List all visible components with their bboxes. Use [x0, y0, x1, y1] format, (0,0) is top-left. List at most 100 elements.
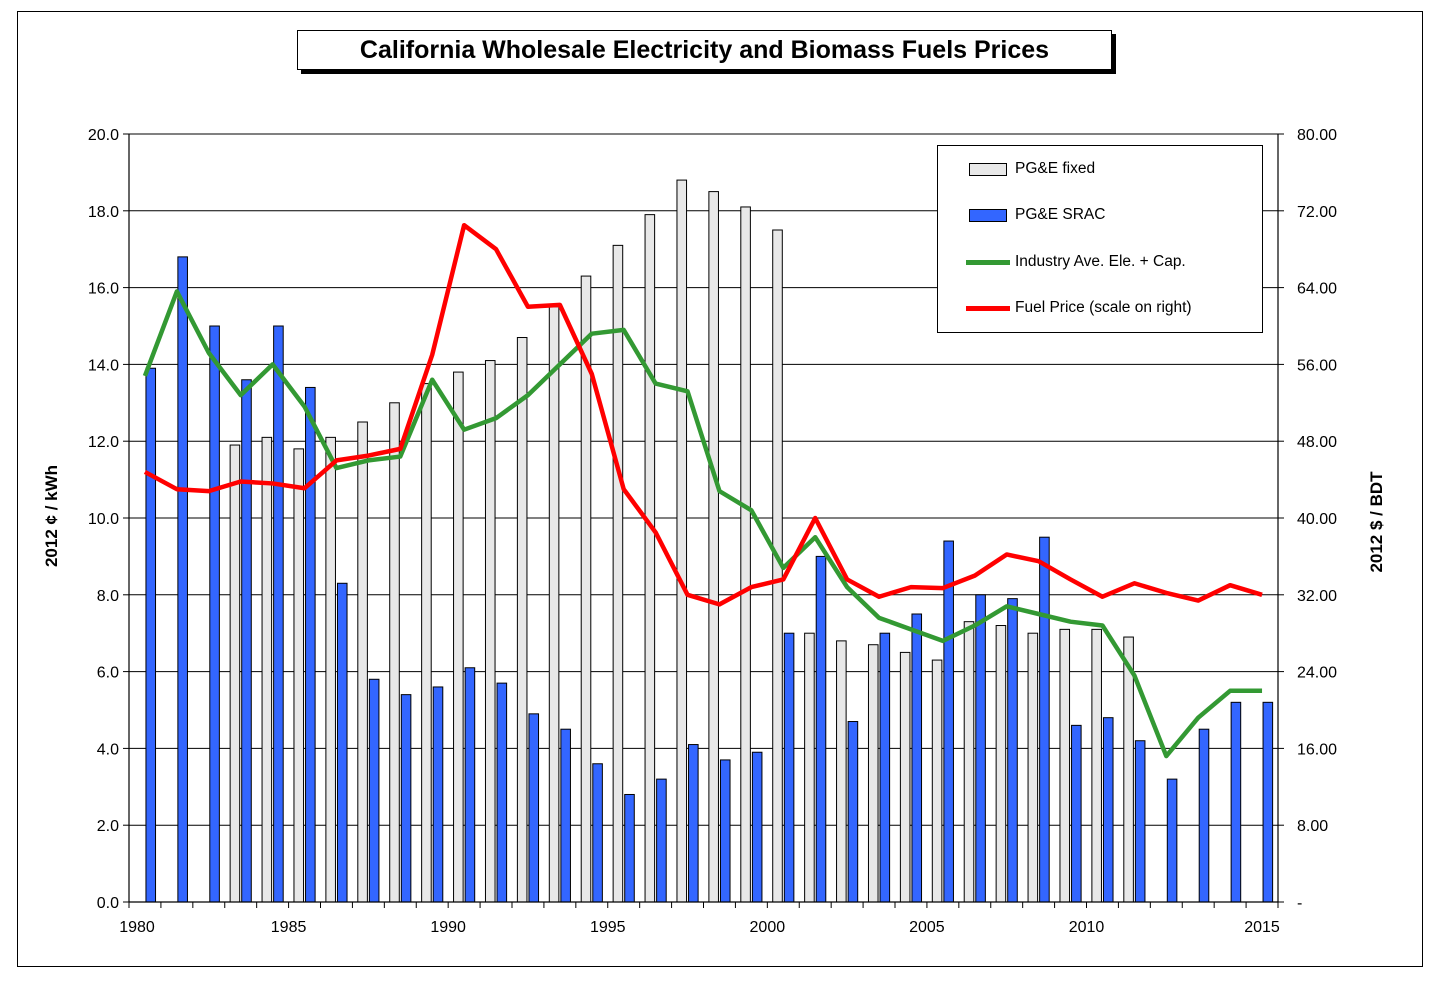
- line-fuel-price: [143, 222, 1263, 607]
- bar-pge-srac: [1198, 728, 1210, 903]
- y-tick-label-left: 16.0: [88, 281, 119, 298]
- bar-pge-srac: [177, 256, 188, 903]
- y-tick-label-left: 12.0: [88, 434, 119, 451]
- bar-pge-fixed: [804, 632, 815, 903]
- line-industry-ave: [142, 289, 1263, 759]
- bar-pge-fixed: [1059, 628, 1071, 903]
- bar-pge-srac: [943, 540, 954, 903]
- x-tick-label: 1985: [271, 919, 307, 936]
- legend-item-pge-fixed: PG&E fixed: [938, 157, 1262, 181]
- x-tick-label: 1990: [430, 919, 466, 936]
- bar-pge-fixed: [453, 371, 464, 903]
- legend-item-pge-srac: PG&E SRAC: [938, 203, 1262, 227]
- bar-pge-fixed: [421, 383, 432, 903]
- legend-item-industry-ave: Industry Ave. Ele. + Cap.: [938, 250, 1262, 274]
- y-tick-label-right: 8.00: [1297, 818, 1328, 835]
- bar-pge-fixed: [548, 306, 560, 903]
- legend-label-fuel-price: Fuel Price (scale on right): [1015, 299, 1192, 316]
- bar-pge-fixed: [963, 621, 975, 903]
- bar-pge-fixed: [389, 402, 400, 903]
- bar-pge-srac: [560, 728, 571, 903]
- bar-pge-srac: [1039, 536, 1050, 903]
- bar-pge-srac: [847, 721, 859, 903]
- bar-pge-srac: [368, 678, 380, 903]
- bar-pge-srac: [656, 778, 667, 903]
- bar-pge-fixed: [740, 206, 751, 903]
- legend-label-pge-fixed: PG&E fixed: [1015, 160, 1096, 177]
- y-tick-label-right: 40.00: [1297, 511, 1337, 528]
- bar-pge-srac: [975, 594, 986, 903]
- x-tick-label: 1995: [590, 919, 626, 936]
- bar-pge-srac: [145, 367, 157, 903]
- bar-pge-fixed: [1123, 636, 1134, 903]
- bar-pge-srac: [464, 667, 476, 903]
- bar-pge-fixed: [995, 625, 1007, 903]
- bar-pge-srac: [1007, 598, 1018, 903]
- bar-pge-fixed: [708, 191, 719, 903]
- bar-pge-fixed: [899, 651, 911, 903]
- y-tick-label-left: 0.0: [97, 895, 119, 912]
- legend-label-industry-ave: Industry Ave. Ele. + Cap.: [1015, 253, 1186, 270]
- y-tick-label-right: 48.00: [1297, 434, 1337, 451]
- bar-pge-fixed: [1091, 628, 1102, 903]
- legend-swatch-industry-ave: [966, 259, 1010, 265]
- bar-pge-srac: [1262, 701, 1274, 903]
- bar-pge-fixed: [644, 214, 656, 903]
- bar-pge-fixed: [836, 640, 847, 903]
- y-tick-label-right: 24.00: [1297, 665, 1337, 682]
- x-tick-label: 1980: [119, 919, 155, 936]
- legend-label-pge-srac: PG&E SRAC: [1015, 206, 1106, 223]
- bar-pge-srac: [336, 582, 348, 903]
- bar-pge-fixed: [676, 179, 688, 903]
- bar-pge-srac: [592, 763, 603, 903]
- bar-pge-srac: [209, 325, 220, 903]
- bar-pge-fixed: [516, 337, 528, 903]
- bar-pge-srac: [815, 555, 827, 903]
- y-tick-label-right: 56.00: [1297, 357, 1337, 374]
- bar-pge-srac: [1071, 724, 1082, 903]
- x-tick-label: 2010: [1069, 919, 1105, 936]
- bar-pge-srac: [496, 682, 508, 903]
- y-tick-label-right: 64.00: [1297, 281, 1337, 298]
- y-axis-label-right: 2012 $ / BDT: [1367, 471, 1386, 573]
- chart-frame: [17, 11, 1423, 967]
- bar-pge-srac: [688, 744, 699, 903]
- y-tick-label-left: 2.0: [97, 818, 119, 835]
- bar-pge-srac: [432, 686, 444, 903]
- bar-pge-fixed: [867, 644, 879, 903]
- bar-pge-fixed: [612, 244, 624, 903]
- chart-title: California Wholesale Electricity and Bio…: [297, 30, 1112, 70]
- y-tick-label-left: 14.0: [88, 357, 119, 374]
- bar-pge-srac: [911, 613, 923, 903]
- bar-pge-srac: [624, 793, 635, 903]
- y-tick-label-right: 80.00: [1297, 127, 1337, 144]
- bar-pge-srac: [1166, 778, 1178, 903]
- x-tick-label: 2000: [750, 919, 786, 936]
- bar-pge-fixed: [484, 360, 496, 903]
- y-tick-label-left: 20.0: [88, 127, 119, 144]
- legend-swatch-pge-srac: [969, 208, 1007, 222]
- y-tick-label-left: 6.0: [97, 665, 119, 682]
- bar-pge-fixed: [1027, 632, 1039, 903]
- bar-pge-srac: [273, 325, 284, 903]
- y-axis-label-left: 2012 ¢ / kWh: [42, 464, 61, 568]
- x-tick-label: 2005: [909, 919, 945, 936]
- bar-pge-fixed: [931, 659, 943, 903]
- y-tick-label-left: 4.0: [97, 741, 119, 758]
- bar-pge-fixed: [325, 436, 336, 903]
- legend: PG&E fixed PG&E SRAC Industry Ave. Ele. …: [937, 145, 1263, 333]
- legend-swatch-fuel-price: [966, 305, 1010, 311]
- bar-pge-srac: [1134, 740, 1146, 903]
- legend-item-fuel-price: Fuel Price (scale on right): [938, 296, 1262, 320]
- y-tick-label-left: 10.0: [88, 511, 119, 528]
- bar-pge-srac: [305, 386, 316, 903]
- bar-pge-fixed: [293, 448, 305, 903]
- y-tick-label-right: -: [1297, 895, 1302, 912]
- bar-pge-fixed: [229, 444, 241, 903]
- bar-pge-srac: [528, 713, 540, 903]
- bar-pge-srac: [879, 632, 891, 903]
- y-tick-label-left: 8.0: [97, 588, 119, 605]
- bar-pge-fixed: [357, 421, 368, 903]
- bar-pge-srac: [783, 632, 795, 903]
- bar-pge-srac: [751, 751, 763, 903]
